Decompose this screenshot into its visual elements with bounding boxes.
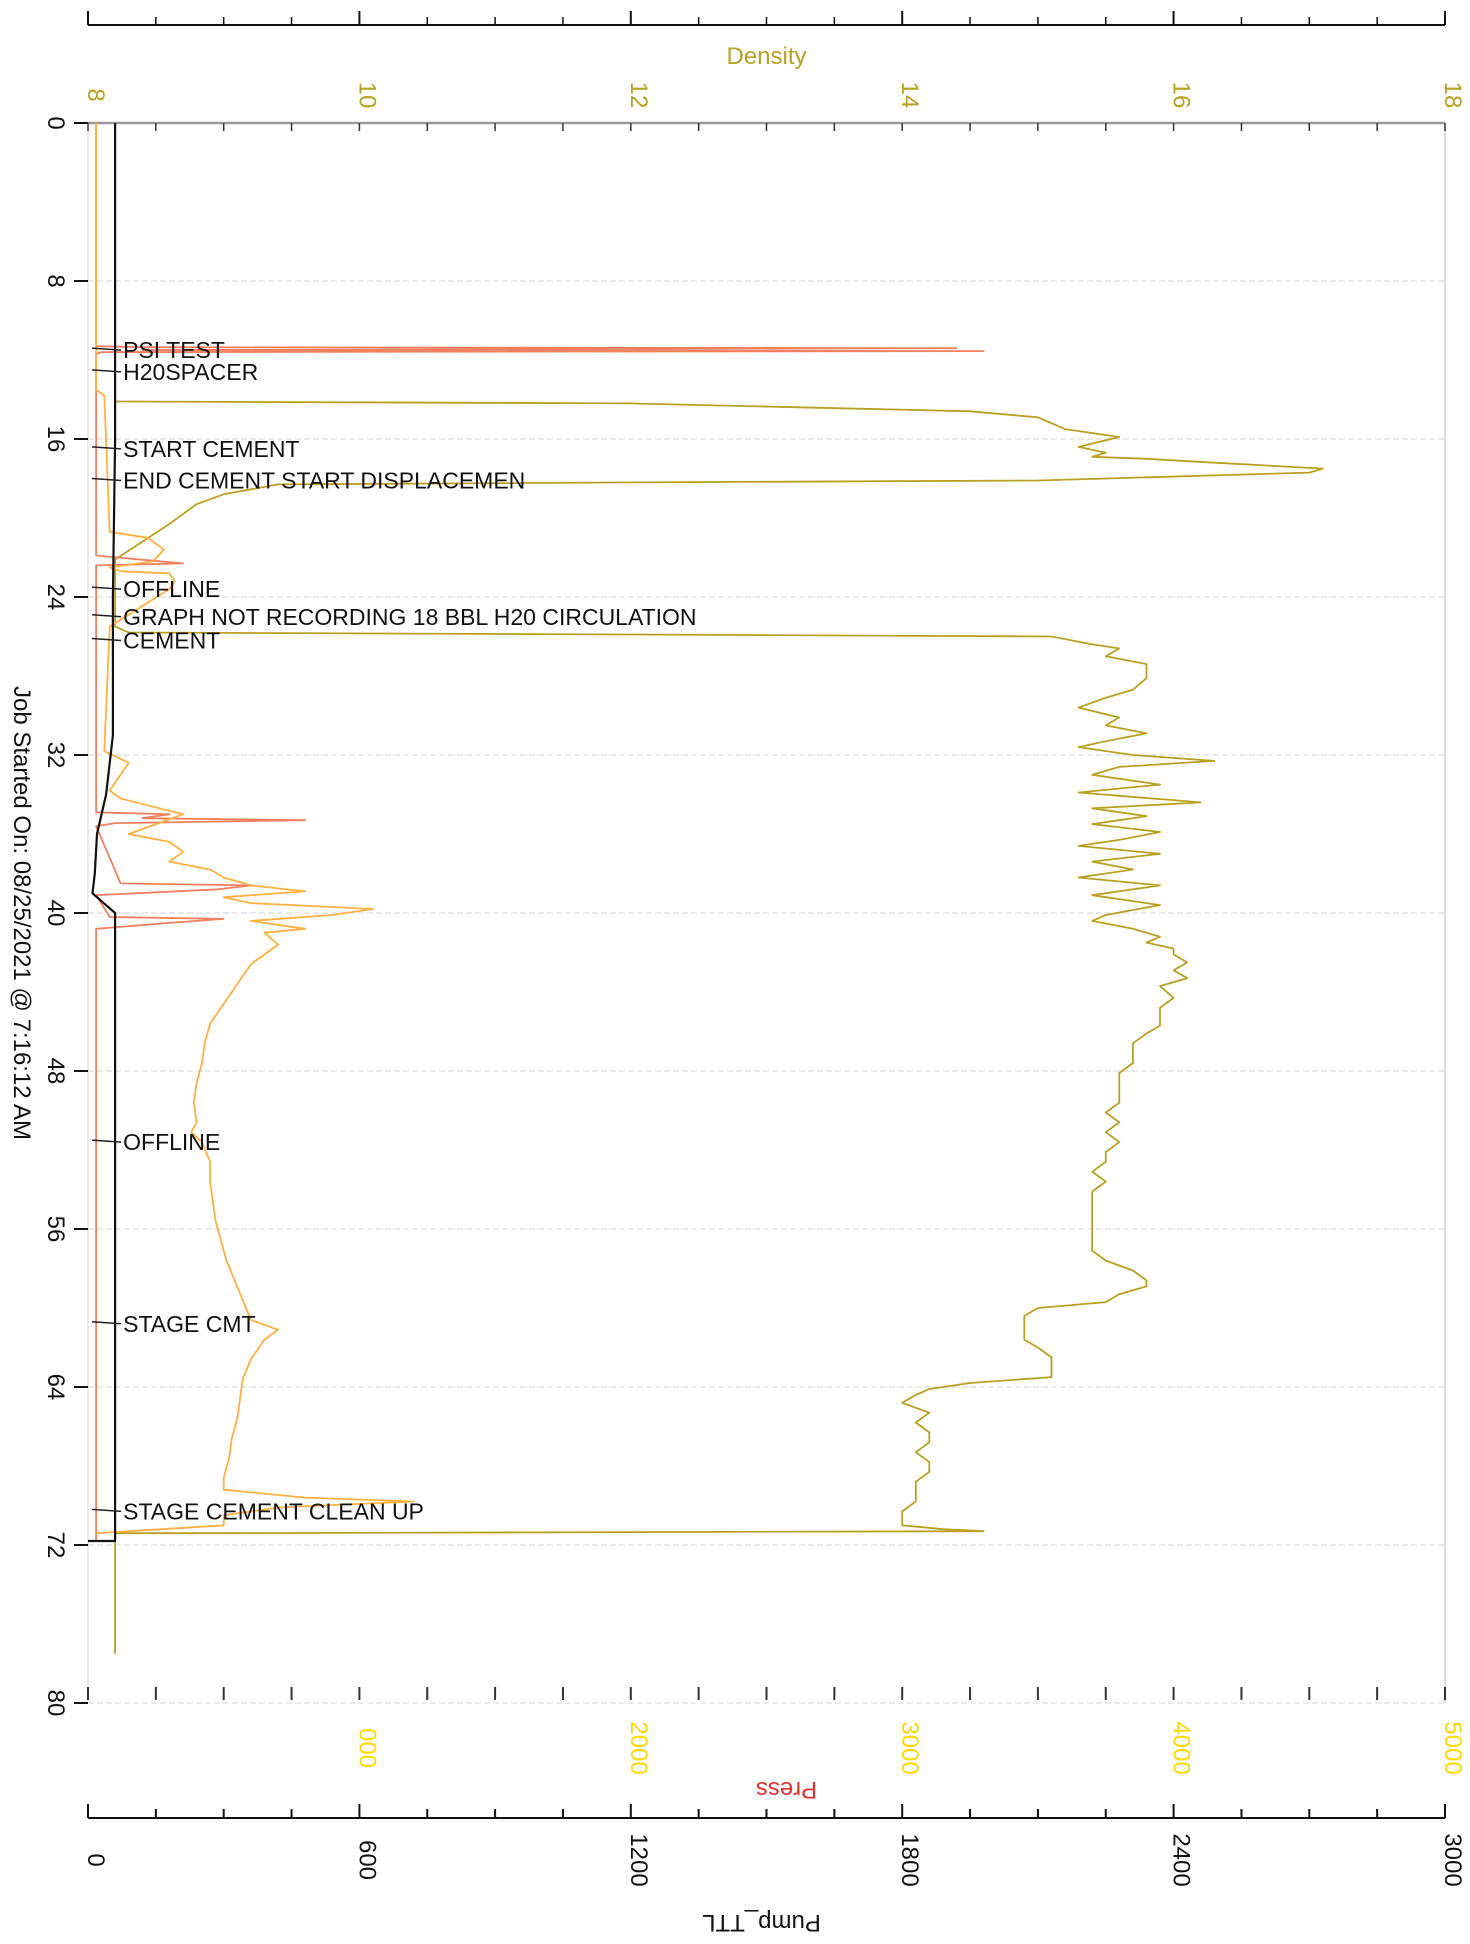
- density-tick-label: 12: [625, 82, 652, 109]
- event-marker: [91, 347, 122, 351]
- axis-titles: Density Press Pump_TTL Job Started On: 08/2…: [8, 43, 821, 1936]
- density-tick-label: 8: [82, 88, 109, 101]
- time-tick-label: 56: [42, 1216, 69, 1243]
- event-marker: [91, 1321, 122, 1325]
- pump-tick-label: 1200: [625, 1833, 652, 1886]
- pump-tick-label: 2400: [1168, 1833, 1195, 1886]
- event-label: GRAPH NOT RECORDING 18 BBL H20 CIRCULATI…: [123, 604, 696, 630]
- event-label: OFFLINE: [123, 576, 220, 602]
- event-marker: [91, 477, 122, 482]
- event-label: H20SPACER: [123, 359, 258, 385]
- press-tick-label: 4000: [1168, 1721, 1195, 1774]
- density-tick-label: 16: [1168, 82, 1195, 109]
- press-axis-title: Press: [756, 1776, 817, 1803]
- pump-series-line: [88, 123, 117, 1543]
- event-label: START CEMENT: [123, 436, 299, 462]
- pump-tick-label: 1800: [896, 1833, 923, 1886]
- time-tick-label: 32: [42, 742, 69, 769]
- event-label: STAGE CMT: [123, 1311, 255, 1337]
- press-tick-label: 000: [353, 1728, 380, 1768]
- press-series-line: [95, 123, 985, 1541]
- event-marker: [91, 446, 122, 450]
- density-tick-label: 10: [353, 82, 380, 109]
- event-label: STAGE CEMENT CLEAN UP: [123, 1498, 424, 1524]
- event-marker: [91, 637, 122, 642]
- event-marker: [91, 1508, 122, 1513]
- time-tick-label: 72: [42, 1532, 69, 1559]
- time-tick-label: 40: [42, 900, 69, 927]
- axis-frame: [87, 24, 1446, 1819]
- event-marker: [91, 1139, 122, 1143]
- event-marker: [91, 369, 122, 373]
- pump-tick-label: 600: [353, 1840, 380, 1880]
- time-axis-title: Job Started On: 08/25/2021 @ 7:16:12 AM: [8, 686, 35, 1140]
- pump-axis-title: Pump_TTL: [702, 1909, 821, 1936]
- time-tick-label: 48: [42, 1058, 69, 1085]
- press-tick-label: 2000: [625, 1721, 652, 1774]
- press-tick-label: 3000: [896, 1721, 923, 1774]
- event-label: END CEMENT START DISPLACEMEN: [123, 467, 525, 493]
- time-tick-label: 0: [42, 116, 69, 129]
- time-tick-label: 8: [42, 274, 69, 287]
- pump-tick-label: 3000: [1439, 1833, 1466, 1886]
- press-tick-label: 5000: [1439, 1721, 1466, 1774]
- density-axis-title: Density: [726, 43, 806, 70]
- event-label: PSI TEST: [123, 337, 225, 363]
- event-label: OFFLINE: [123, 1129, 220, 1155]
- time-tick-label: 80: [42, 1690, 69, 1717]
- time-tick-label: 16: [42, 426, 69, 453]
- density-series-line: [114, 123, 1324, 1654]
- time-tick-label: 64: [42, 1374, 69, 1401]
- pump-tick-label: 0: [82, 1853, 109, 1866]
- density-tick-label: 14: [896, 82, 923, 109]
- event-marker: [91, 586, 122, 590]
- series-lines: [88, 123, 1324, 1654]
- grid: [88, 122, 1445, 1704]
- density-tick-label: 18: [1439, 82, 1466, 109]
- event-marker: [91, 614, 122, 618]
- time-tick-label: 24: [42, 584, 69, 611]
- event-label: CEMENT: [123, 627, 220, 653]
- press-series-line: [95, 123, 415, 1535]
